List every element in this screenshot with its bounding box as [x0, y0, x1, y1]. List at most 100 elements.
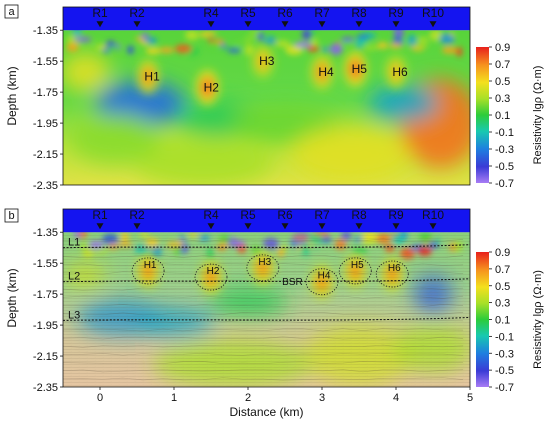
colorbar-tick-label: 0.1	[495, 315, 510, 327]
receiver-label-R9: R9	[388, 6, 404, 20]
panel-label: b	[8, 210, 14, 222]
receiver-marker-R10	[429, 223, 437, 230]
receiver-marker-R8	[355, 21, 363, 28]
receiver-label-R4: R4	[203, 6, 219, 20]
colorbar-tick-label: -0.5	[495, 365, 514, 377]
receiver-label-R6: R6	[277, 208, 293, 222]
receiver-label-R5: R5	[240, 6, 256, 20]
receiver-label-R6: R6	[277, 6, 293, 20]
receiver-marker-R1	[96, 223, 104, 230]
receiver-marker-R2	[133, 223, 141, 230]
receiver-marker-R7	[318, 21, 326, 28]
receiver-label-R4: R4	[203, 208, 219, 222]
layer-label-L3: L3	[68, 309, 80, 321]
colorbar-label: Resistivity lgρ (Ω·m)	[532, 270, 544, 369]
colorbar-tick-label: 0.5	[495, 281, 510, 293]
colorbar-tick-label: -0.7	[495, 178, 514, 190]
colorbar	[476, 252, 489, 387]
receiver-label-R7: R7	[314, 208, 330, 222]
panel-label-box	[4, 4, 19, 19]
receiver-marker-R8	[355, 223, 363, 230]
panel-label-box	[4, 208, 19, 223]
anomaly-label-H2: H2	[207, 266, 220, 277]
large-scale-field	[63, 52, 470, 185]
x-axis-label: Distance (km)	[229, 405, 303, 419]
colorbar-tick-label: 0.7	[495, 264, 510, 276]
receiver-marker-R1	[96, 21, 104, 28]
x-tick-label: 3	[319, 392, 325, 404]
anomaly-outline-H3	[246, 254, 280, 282]
receiver-label-R8: R8	[351, 208, 367, 222]
anomaly-label-H4: H4	[318, 65, 334, 79]
y-tick-label: -2.15	[33, 149, 58, 161]
annotation-BSR: BSR	[282, 277, 303, 288]
panel-label: a	[8, 6, 15, 18]
anomaly-label-H1: H1	[144, 260, 157, 271]
receiver-marker-R4	[207, 21, 215, 28]
y-tick-label: -2.35	[33, 382, 58, 394]
receiver-marker-R9	[392, 223, 400, 230]
y-axis-label: Depth (km)	[5, 66, 19, 125]
receiver-label-R10: R10	[422, 6, 444, 20]
resistivity-section	[63, 7, 470, 185]
x-tick-label: 0	[97, 392, 103, 404]
x-tick-label: 1	[171, 392, 177, 404]
y-tick-label: -1.95	[33, 320, 58, 332]
colorbar-tick-label: -0.3	[495, 144, 514, 156]
anomaly-outline-H1	[131, 257, 165, 285]
receiver-marker-R4	[207, 223, 215, 230]
colorbar	[476, 47, 489, 183]
colorbar-tick-label: -0.5	[495, 161, 514, 173]
y-tick-label: -1.55	[33, 56, 58, 68]
receiver-label-R8: R8	[351, 6, 367, 20]
receiver-marker-R5	[244, 223, 252, 230]
layer-label-L1: L1	[68, 237, 80, 249]
receiver-marker-R10	[429, 21, 437, 28]
colorbar-tick-label: 0.9	[495, 42, 510, 54]
panel-a: R1 R2 R4 R5 R6 R7 R8 R9 R10 H1 H2 H3 H4 H5 H6 -1.35 -1.5…	[4, 4, 544, 192]
x-tick-label: 4	[393, 392, 399, 404]
colorbar-tick-label: -0.1	[495, 331, 514, 343]
colorbar-tick-label: -0.1	[495, 127, 514, 139]
colorbar-tick-label: 0.3	[495, 93, 510, 105]
anomaly-outline-H6	[375, 260, 409, 288]
y-tick-label: -2.35	[33, 180, 58, 192]
receiver-label-R7: R7	[314, 6, 330, 20]
colorbar-tick-label: 0.1	[495, 110, 510, 122]
layer-boundary-L2	[63, 278, 470, 283]
anomaly-label-H5: H5	[352, 62, 368, 76]
y-tick-label: -1.35	[33, 25, 58, 37]
receiver-label-R1: R1	[92, 6, 108, 20]
anomaly-label-H1: H1	[144, 70, 160, 84]
y-tick-label: -1.95	[33, 118, 58, 130]
receiver-label-R10: R10	[422, 208, 444, 222]
receiver-label-R1: R1	[92, 208, 108, 222]
seawater-band	[63, 7, 470, 31]
receiver-label-R5: R5	[240, 208, 256, 222]
anomaly-label-H4: H4	[318, 271, 331, 282]
colorbar-tick-label: -0.3	[495, 348, 514, 360]
layer-boundary-L3	[63, 316, 470, 321]
receiver-marker-R7	[318, 223, 326, 230]
colorbar-tick-label: 0.7	[495, 59, 510, 71]
x-tick-label: 5	[467, 392, 473, 404]
shallow-heterogeneity	[66, 27, 463, 57]
anomaly-label-H5: H5	[351, 260, 364, 271]
colorbar-tick-label: 0.3	[495, 298, 510, 310]
seismic-overlay	[63, 232, 470, 387]
colorbar-tick-label: -0.7	[495, 382, 514, 394]
anomaly-outline-H2	[194, 263, 228, 291]
anomaly-label-H6: H6	[388, 263, 401, 274]
y-tick-label: -1.35	[33, 227, 58, 239]
panel-b: R1 R2 R4 R5 R6 R7 R8 R9 R10 H1 H2 H3 H4 H5 H6 L1 L2 L3 BSR…	[4, 208, 544, 419]
anomaly-label-H3: H3	[259, 54, 275, 68]
seawater-band	[63, 209, 470, 233]
colorbar-label: Resistivity lgρ (Ω·m)	[532, 66, 544, 165]
anomaly-outline-H5	[338, 257, 372, 285]
receiver-label-R9: R9	[388, 208, 404, 222]
anomaly-label-H3: H3	[258, 257, 271, 268]
receiver-marker-R2	[133, 21, 141, 28]
y-axis-label: Depth (km)	[5, 268, 19, 327]
layer-label-L2: L2	[68, 271, 80, 283]
